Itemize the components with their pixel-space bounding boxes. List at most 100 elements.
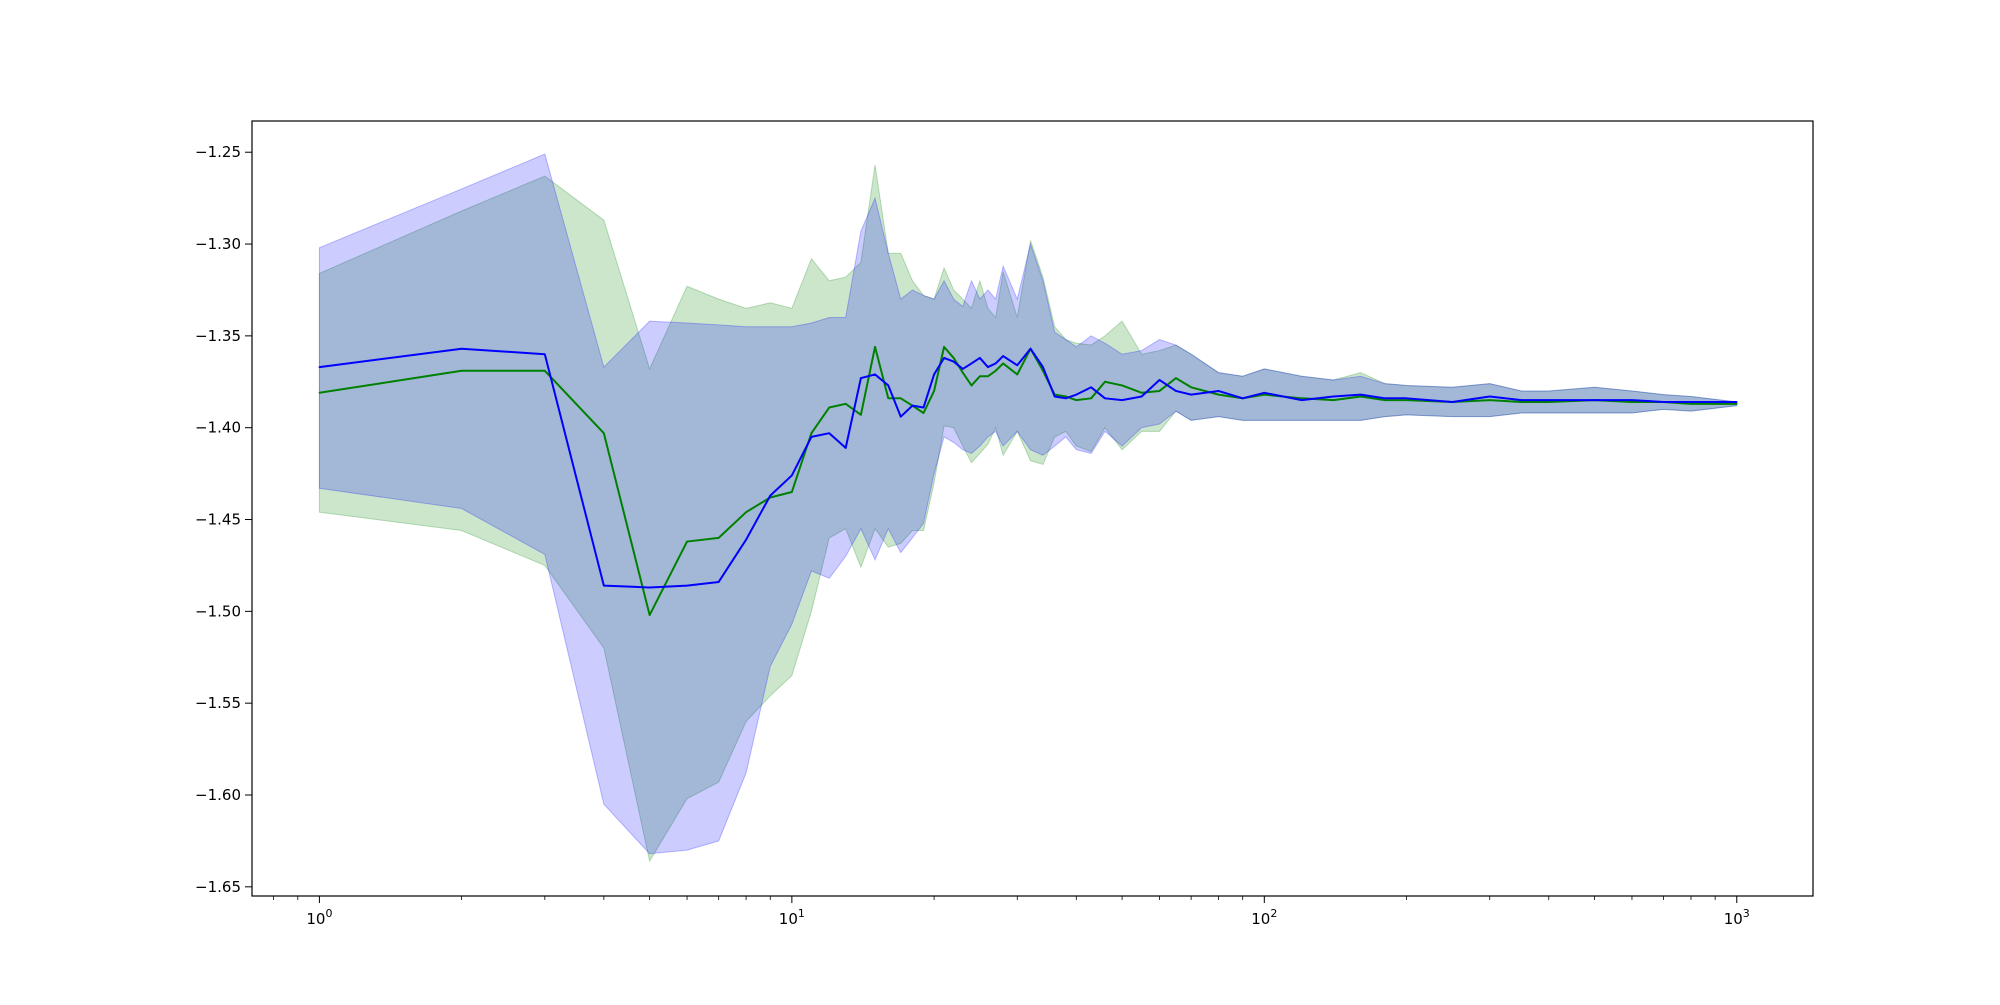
series-0-point [791,491,793,493]
x-tick-exponent: 1 [798,907,805,920]
series-1-point [686,584,688,587]
series-0-point [844,403,847,405]
series-1-point [1190,393,1192,396]
series-1-point [1140,395,1143,398]
series-1-line [319,347,1737,589]
series-0-point [1332,399,1335,401]
series-0-point [544,369,546,372]
series-0-point [1158,390,1161,392]
series-1-point [1241,397,1244,400]
series-1-point [1631,399,1633,401]
series-1-point [318,366,321,368]
series-1-point [1332,395,1335,398]
series-1-point [994,362,997,365]
series-0-point [933,390,935,392]
series-1-point [1029,347,1032,350]
x-tick-exponent: 2 [1270,907,1277,920]
y-tick-label: −1.25 [195,143,241,161]
series-0-point [1488,399,1491,401]
series-1-point [603,584,605,587]
series-1-point [1158,379,1161,381]
series-0-point [1064,395,1067,398]
series-1-point [828,432,831,435]
y-tick-label: −1.55 [195,694,241,712]
plot-frame [251,120,1814,897]
series-1-point [1662,401,1665,403]
series-0-point [1217,393,1220,396]
series-1-point [943,357,945,359]
series-0-point [460,369,463,372]
series-1-point [1217,390,1220,392]
series-0-band [318,165,1738,863]
series-1-point [1690,401,1692,403]
x-tick-label: 102 [1251,907,1277,928]
series-1-point [791,474,793,477]
x-tick-exponent: 3 [1743,907,1750,920]
series-0-point [1090,397,1092,400]
series-lines [318,345,1738,617]
series-0-point [1263,393,1266,396]
confidence-bands [318,153,1738,863]
series-0-point [1690,403,1692,405]
series-0-point [686,540,688,543]
series-0-point [1104,380,1106,383]
x-tick-label: 103 [1724,907,1750,928]
series-0-point [899,397,902,400]
series-1-point [922,406,925,409]
series-0-point [745,511,747,513]
series-0-point [1190,386,1192,389]
series-0-point [970,384,973,387]
series-0-point [860,414,862,416]
x-tick-base: 10 [1251,910,1270,928]
series-0-point [1121,384,1123,387]
series-1-point [860,377,862,379]
series-0-point [1384,399,1386,401]
series-1-point [844,447,847,449]
series-0-point [603,432,605,435]
series-1-point [899,415,902,418]
y-axis: −1.25 −1.30 −1.35 −1.40 −1.45 −1.50 −1.55 −1.60… [195,143,252,896]
series-1-point [911,404,914,407]
series-1-point [987,366,989,368]
series-1-point [717,581,720,583]
series-1-point [648,586,651,589]
series-1-point [1053,395,1056,398]
series-1-point [1121,399,1123,401]
series-1-point [1263,392,1266,394]
series-1-point [1175,390,1177,392]
series-1-point [1451,401,1454,403]
y-tick-label: −1.65 [195,878,241,896]
series-1-point [961,368,964,370]
series-1-point [810,436,813,438]
series-1-point [1359,393,1362,396]
series-0-point [717,537,720,539]
series-0-point [874,346,876,348]
series-1-point [1016,364,1019,367]
y-tick-label: −1.50 [195,602,241,620]
series-0-point [1631,401,1633,403]
y-tick-label: −1.35 [195,327,241,345]
x-tick-base: 10 [1724,910,1743,928]
series-1-point [1547,399,1550,401]
series-1-point [933,373,935,376]
series-0-point [1547,401,1550,403]
x-tick-exponent: 0 [325,907,332,920]
series-1-point [1520,399,1523,401]
x-tick-base: 10 [306,910,325,928]
series-0-point [318,392,321,394]
series-1-point [769,494,772,497]
series-0-point [1405,399,1408,401]
series-1-band [318,153,1738,855]
series-1-point [1104,397,1106,400]
series-0-point [922,412,925,414]
series-1-point [544,353,546,356]
y-tick-label: −1.45 [195,511,241,529]
x-tick-label: 100 [306,907,332,928]
y-tick-label: −1.60 [195,786,241,804]
series-0-point [810,432,813,435]
series-0-point [648,614,651,616]
series-0-point [994,369,997,372]
